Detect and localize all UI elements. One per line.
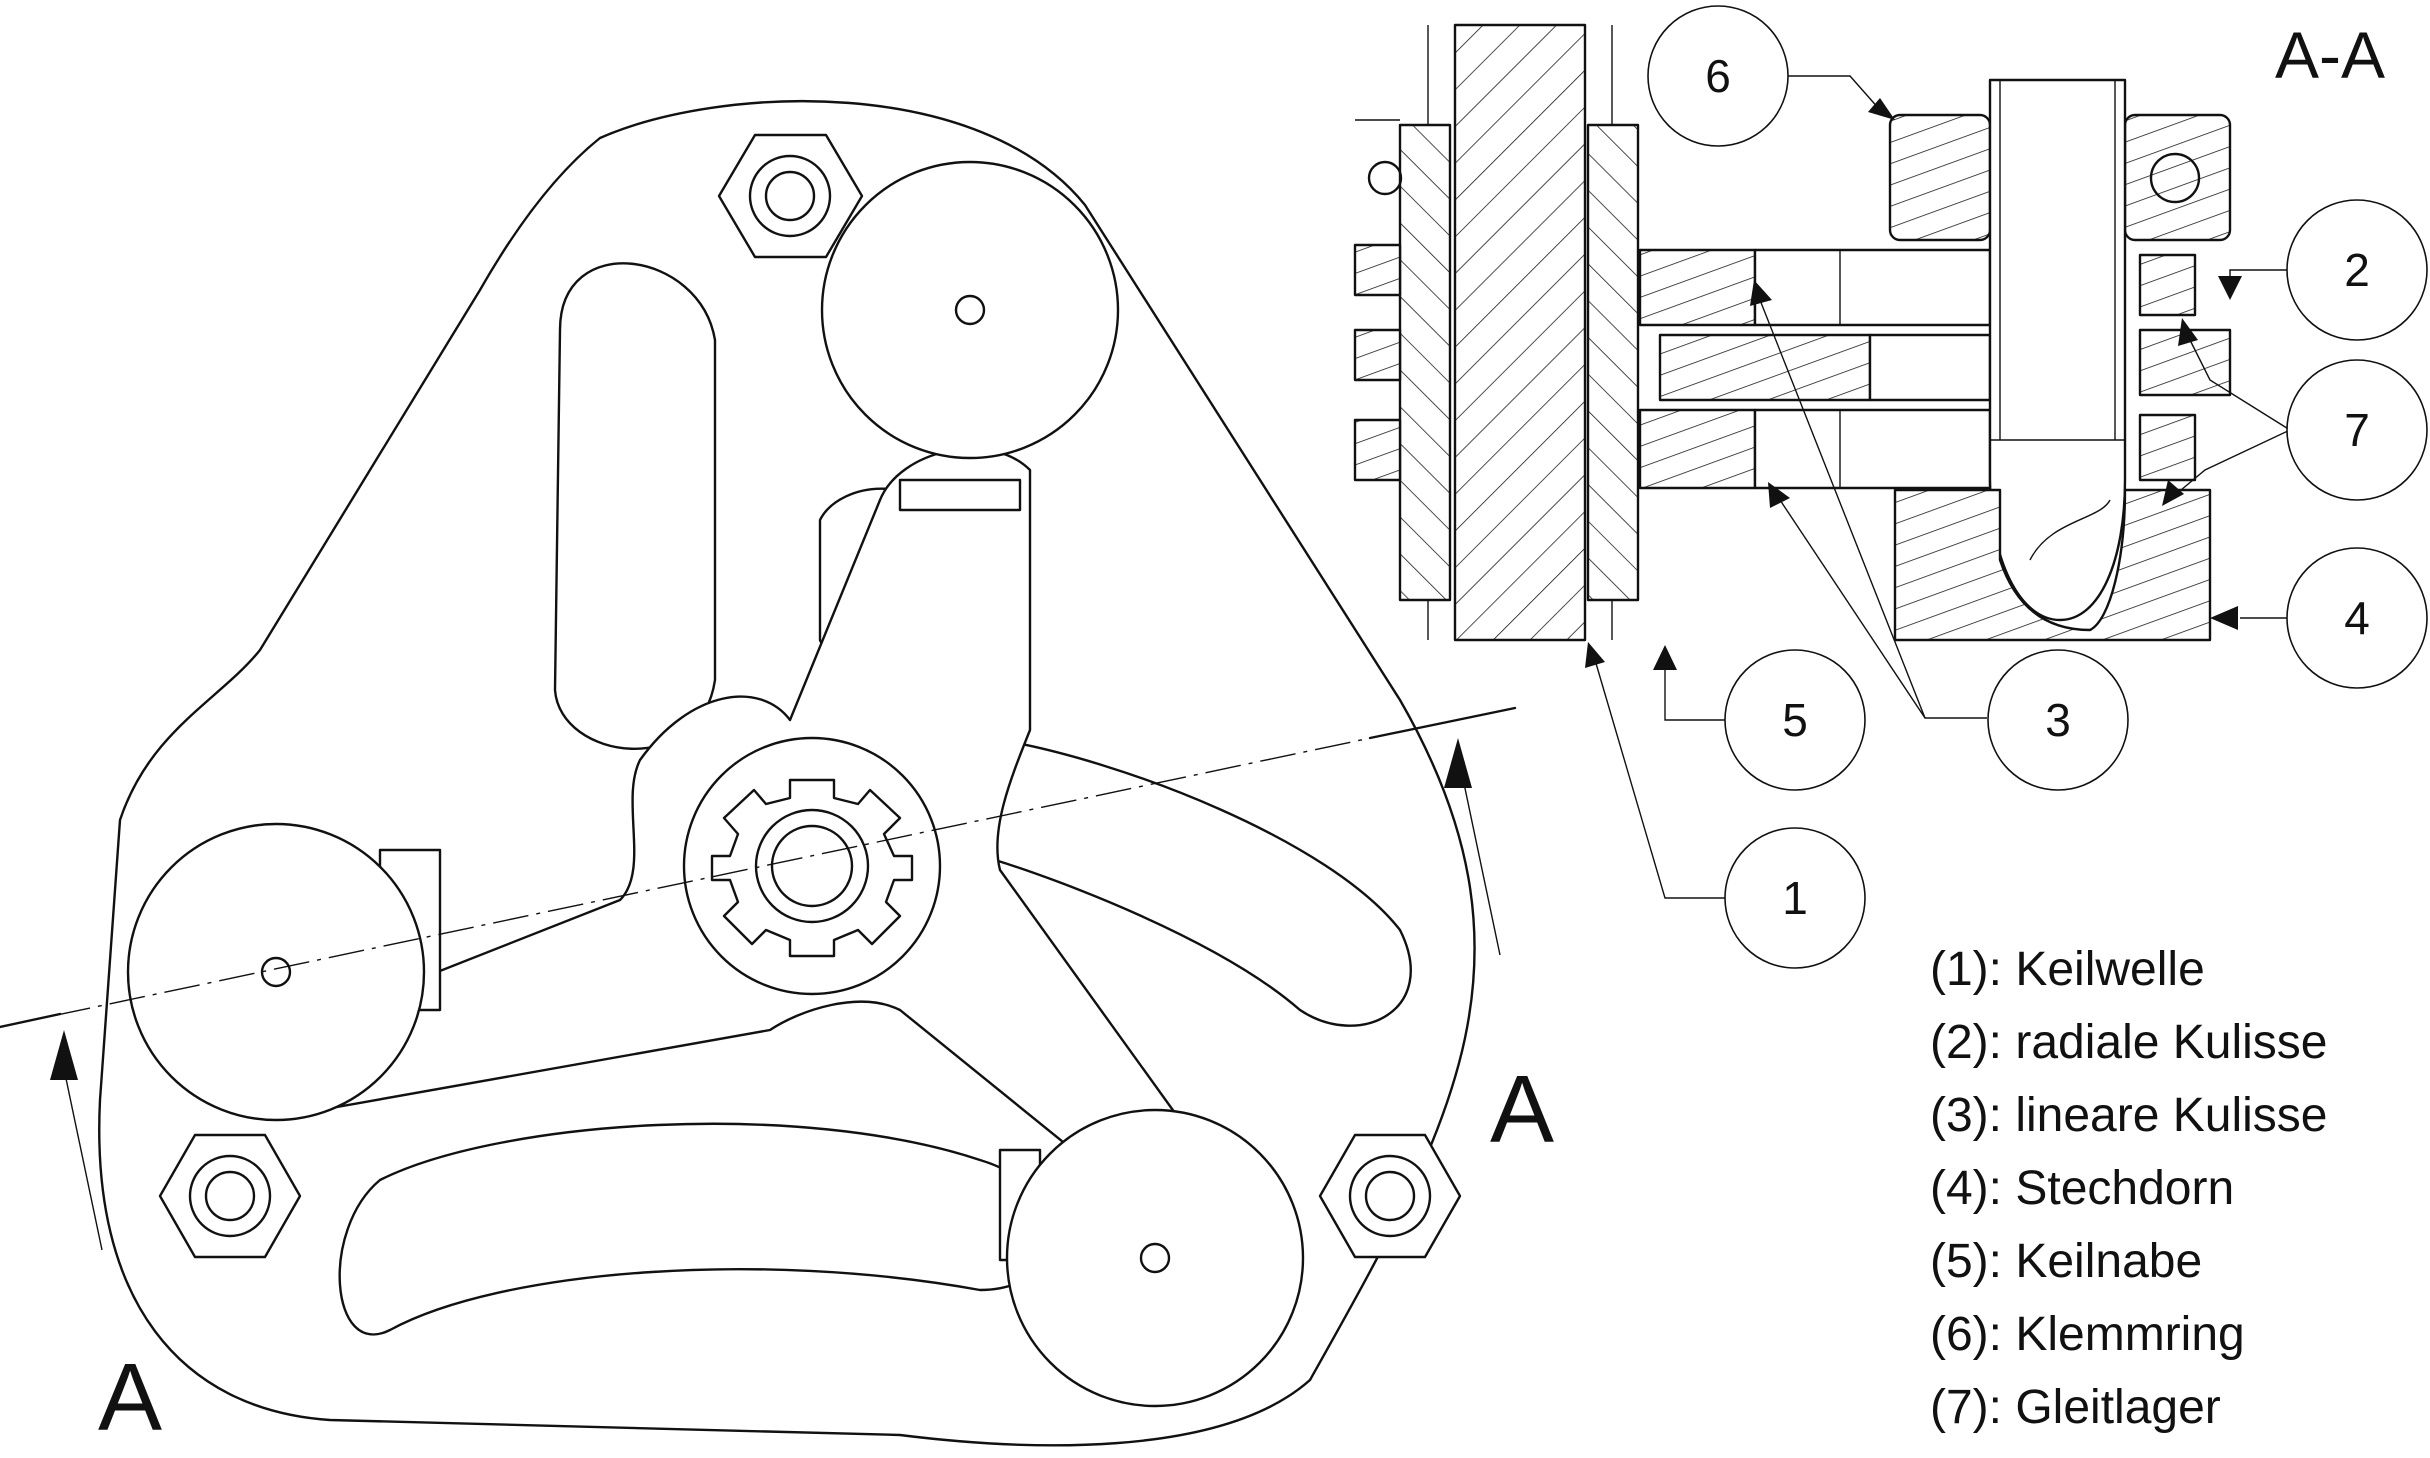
section-line-end-left [0, 1012, 62, 1029]
slot-right [993, 738, 1412, 1027]
section-spline-hub-left [1398, 123, 1452, 602]
balloon-6: 6 [1647, 5, 1789, 147]
section-linear-slide-2 [1658, 333, 1872, 402]
section-clamping-ring-right [2123, 113, 2232, 242]
balloon-2: 2 [2286, 199, 2428, 341]
section-plain-bearing-lower [2138, 413, 2197, 482]
svg-text:7: 7 [2344, 404, 2370, 456]
hex-nut-left [158, 1133, 302, 1259]
legend-item: (4): Stechdorn [1930, 1162, 2234, 1215]
section-base-block [1893, 488, 2212, 642]
section-plain-bearing-upper [2138, 253, 2197, 317]
section-arrow-shaft-right [1457, 754, 1501, 956]
section-linear-slide-3 [1638, 408, 1757, 490]
front-view: A A [0, 99, 1554, 1451]
legend-item: (3): lineare Kulisse [1930, 1089, 2328, 1142]
balloon-4: 4 [2286, 547, 2428, 689]
section-arrowhead-left [50, 1030, 78, 1080]
section-spline-hub-right [1586, 123, 1640, 602]
svg-text:4: 4 [2344, 592, 2370, 644]
balloon-1: 1 [1724, 827, 1866, 969]
section-linear-slide-1 [1638, 248, 1757, 327]
legend-item: (7): Gleitlager [1930, 1381, 2221, 1434]
parts-legend: (1): Keilwelle (2): radiale Kulisse (3):… [1930, 943, 2328, 1434]
svg-text:3: 3 [2045, 694, 2071, 746]
roller-top [820, 160, 1120, 512]
hex-nut-right [1318, 1133, 1462, 1259]
section-line-end-right [1368, 706, 1517, 740]
slot-lower [338, 1122, 1053, 1336]
section-piercing-mandrel [1988, 78, 2127, 622]
legend-item: (2): radiale Kulisse [1930, 1016, 2328, 1069]
section-marker-left: A [98, 1344, 162, 1451]
roller-bottom [998, 1108, 1305, 1408]
balloon-5: 5 [1724, 649, 1866, 791]
hex-nut-top [717, 133, 864, 259]
section-spline-shaft [1453, 23, 1587, 642]
spline-hub [682, 736, 942, 996]
roller-left [126, 822, 442, 1122]
slot-upper [553, 262, 717, 750]
legend-item: (6): Klemmring [1930, 1308, 2245, 1361]
legend-item: (5): Keilnabe [1930, 1235, 2202, 1288]
leader-lines [1585, 75, 2291, 899]
section-arrowhead-right [1444, 738, 1472, 788]
legend-item: (1): Keilwelle [1930, 943, 2205, 996]
section-view: A-A [1353, 18, 2385, 642]
svg-text:5: 5 [1782, 694, 1808, 746]
section-arrow-shaft-left [59, 1049, 103, 1251]
section-title: A-A [2275, 18, 2385, 92]
balloon-7: 7 [2286, 359, 2428, 501]
svg-text:1: 1 [1782, 872, 1808, 924]
section-line [0, 735, 1381, 1028]
section-marker-right: A [1490, 1056, 1554, 1163]
balloon-3: 3 [1987, 649, 2129, 791]
svg-text:2: 2 [2344, 244, 2370, 296]
svg-text:6: 6 [1705, 50, 1731, 102]
section-clamping-ring-left [1888, 113, 1992, 242]
